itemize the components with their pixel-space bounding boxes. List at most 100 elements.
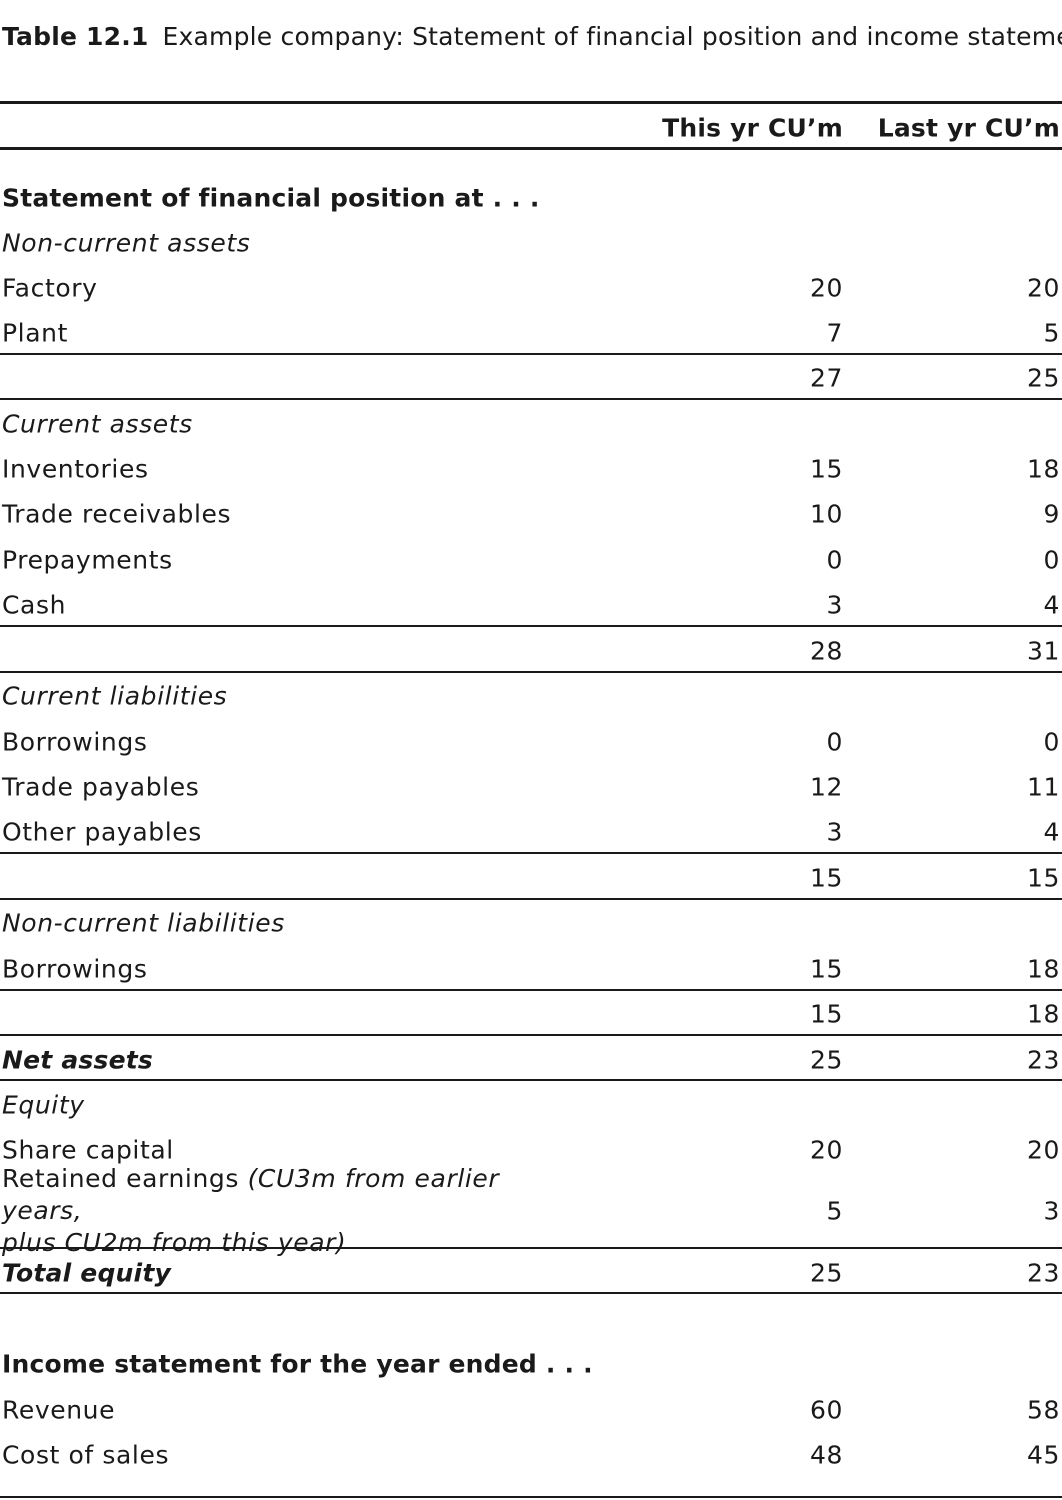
value-last-year: 4 [1043,590,1060,619]
table-row-factory: Factory 20 20 [0,265,1062,310]
subtotal-rule [0,898,1062,900]
subtotal-rule [0,398,1062,400]
table-row-trade-payables: Trade payables 12 11 [0,764,1062,809]
subtotal-rule [0,1034,1062,1036]
row-label: Plant [2,318,68,347]
table-row-current-assets-total: 28 31 [0,628,1062,673]
row-label: Trade receivables [2,499,232,528]
table-row-total-equity: Total equity 25 23 [0,1250,1062,1295]
value-this-year: 28 [809,636,843,665]
table-row-prepayments: Prepayments 0 0 [0,537,1062,582]
value-this-year: 15 [809,999,843,1028]
value-last-year: 23 [1026,1045,1060,1074]
section-heading-income-statement: Income statement for the year ended . . … [0,1341,1062,1386]
value-this-year: 15 [809,954,843,983]
value-last-year: 0 [1043,727,1060,756]
header-top-rule [0,101,1062,104]
retained-earnings-note-line2: plus CU2m from this year) [2,1228,347,1257]
table-row-revenue: Revenue 60 58 [0,1387,1062,1432]
value-last-year: 58 [1026,1395,1060,1424]
subtotal-rule [0,671,1062,673]
value-last-year: 5 [1043,318,1060,347]
header-bottom-rule [0,147,1062,150]
subtotal-rule [0,852,1062,854]
table-row-non-current-liabilities-total: 15 18 [0,991,1062,1036]
section-heading-label: Statement of financial position at . . . [2,183,540,212]
value-last-year: 18 [1026,999,1060,1028]
value-this-year: 10 [809,499,843,528]
row-label: Borrowings [2,954,148,983]
value-last-year: 0 [1043,545,1060,574]
table-row-inventories: Inventories 15 18 [0,446,1062,491]
column-header-last-year: Last yr CU’m [877,113,1060,143]
retained-earnings-note-line1: (CU3m from earlier years, [2,1164,500,1225]
value-this-year: 0 [826,727,843,756]
table-row-cash: Cash 3 4 [0,582,1062,627]
row-label: Retained earnings (CU3m from earlier yea… [2,1163,562,1259]
value-last-year: 18 [1026,454,1060,483]
value-this-year: 15 [809,454,843,483]
value-last-year: 18 [1026,954,1060,983]
subheading-label: Non-current assets [2,228,251,257]
value-this-year: 48 [809,1440,843,1469]
value-this-year: 15 [809,863,843,892]
table-row-current-liabilities-total: 15 15 [0,855,1062,900]
table-row-cost-of-sales: Cost of sales 48 45 [0,1432,1062,1477]
subheading-current-liabilities: Current liabilities [0,673,1062,718]
value-this-year: 27 [809,363,843,392]
subtotal-rule [0,1079,1062,1081]
column-header-this-year: This yr CU’m [662,113,843,143]
row-label: Trade payables [2,772,200,801]
row-label: Borrowings [2,727,148,756]
section-heading-label: Income statement for the year ended . . … [2,1349,593,1378]
subheading-non-current-assets: Non-current assets [0,220,1062,265]
value-last-year: 20 [1026,1135,1060,1164]
table-row-borrowings-non-current: Borrowings 15 18 [0,946,1062,991]
section-heading-financial-position: Statement of financial position at . . . [0,175,1062,220]
subheading-label: Non-current liabilities [2,908,285,937]
table-row-share-capital: Share capital 20 20 [0,1127,1062,1172]
value-this-year: 25 [809,1045,843,1074]
row-label: Factory [2,273,98,302]
subheading-label: Current liabilities [2,681,228,710]
subtotal-rule [0,989,1062,991]
value-this-year: 3 [826,817,843,846]
table-row-retained-earnings: Retained earnings (CU3m from earlier yea… [0,1164,1062,1257]
value-last-year: 11 [1026,772,1060,801]
value-this-year: 20 [809,273,843,302]
column-header-row: This yr CU’m Last yr CU’m [0,108,1062,148]
value-this-year: 0 [826,545,843,574]
total-rule [0,1292,1062,1294]
value-last-year: 31 [1026,636,1060,665]
subtotal-rule [0,1247,1062,1249]
row-label: Total equity [2,1258,171,1287]
subheading-current-assets: Current assets [0,401,1062,446]
table-caption: Table 12.1 Example company: Statement of … [2,22,1062,51]
table-row-borrowings-current: Borrowings 0 0 [0,719,1062,764]
subheading-equity: Equity [0,1082,1062,1127]
value-this-year: 5 [826,1196,843,1226]
table-number: Table 12.1 [2,22,149,51]
row-label: Other payables [2,817,202,846]
table-row-non-current-assets-total: 27 25 [0,355,1062,400]
value-this-year: 20 [809,1135,843,1164]
table-row-plant: Plant 7 5 [0,310,1062,355]
row-label: Prepayments [2,545,173,574]
table-row-other-payables: Other payables 3 4 [0,809,1062,854]
subheading-label: Equity [2,1090,85,1119]
value-last-year: 25 [1026,363,1060,392]
subheading-non-current-liabilities: Non-current liabilities [0,900,1062,945]
row-label: Cash [2,590,67,619]
value-this-year: 60 [809,1395,843,1424]
value-last-year: 15 [1026,863,1060,892]
value-this-year: 3 [826,590,843,619]
table-row-net-assets: Net assets 25 23 [0,1037,1062,1082]
retained-earnings-label: Retained earnings [2,1164,240,1193]
subheading-label: Current assets [2,409,193,438]
row-label: Inventories [2,454,149,483]
row-label: Net assets [2,1045,153,1074]
row-label: Share capital [2,1135,174,1164]
value-last-year: 23 [1026,1258,1060,1287]
value-last-year: 45 [1026,1440,1060,1469]
value-this-year: 12 [809,772,843,801]
